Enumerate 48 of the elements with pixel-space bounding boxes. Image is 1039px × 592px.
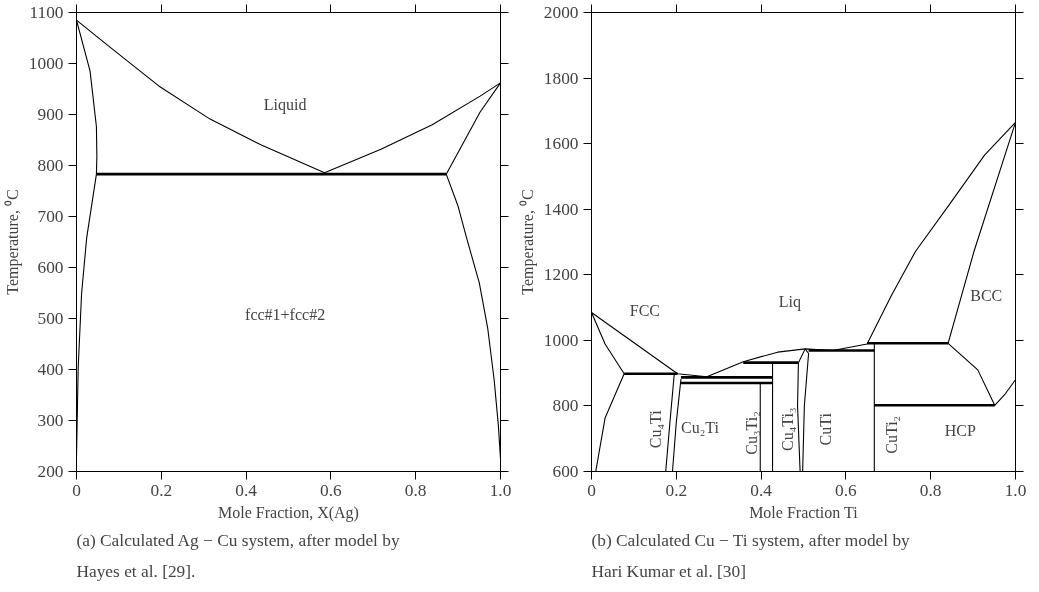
y-tick-label: 500 [37,309,64,328]
x-tick-label: 1.0 [489,480,512,500]
y-tick-label: 1800 [543,68,579,88]
x-tick-label: 0.4 [750,480,773,500]
y-tick-label: 200 [37,462,64,481]
annotation: FCC [629,302,661,320]
annotation: Liquid [263,95,307,114]
x-tick-label: 0.2 [150,480,173,500]
annotation: fcc#1+fcc#2 [245,305,326,323]
x-tick-label: 0.6 [835,480,858,500]
x-tick-label: 0 [587,480,596,500]
annotation: BCC [970,286,1003,304]
x-tick-label: 1.0 [1004,480,1027,500]
y-tick-label: 700 [37,207,64,226]
y-axis-title: Temperature, ⁰C [518,189,537,295]
annotation: CuTi [817,412,835,446]
y-tick-label: 2000 [543,3,579,22]
y-tick-label: 400 [37,360,64,379]
y-tick-label: 900 [37,105,64,124]
y-tick-label: 300 [37,411,64,430]
annotation: CuTi₂ [882,415,900,454]
text: (b) Calculated Cu − Ti system, after model by Hari Kumar et al. [30] [591,530,911,581]
x-tick-label: 0.8 [919,480,942,500]
y-tick-label: 1100 [29,3,64,22]
y-tick-label: 800 [552,396,579,416]
x-tick-label: 0.6 [320,480,343,500]
annotation: Cu₄Ti [646,409,664,449]
annotation: Liq [778,292,802,311]
y-tick-label: 1600 [543,134,579,154]
annotation: Cu₂Ti [681,418,720,436]
y-tick-label: 1400 [543,199,579,219]
annotation: HCP [944,422,977,440]
annotation: Cu₄Ti₃ [779,407,797,452]
x-tick-label: 0.2 [665,480,688,500]
x-axis-title: Mole Fraction Ti [749,503,859,521]
y-axis-title: Temperature, ⁰C [3,189,22,295]
y-tick-label: 800 [37,156,64,175]
y-tick-label: 600 [552,462,579,481]
x-tick-label: 0.4 [235,480,258,500]
text: (a) Calculated Ag − Cu system, after model by Hayes et al. [29]. [76,530,400,581]
x-axis-title: Mole Fraction, X(Ag) [218,503,359,522]
y-tick-label: 1000 [28,54,64,73]
y-tick-label: 600 [37,258,64,277]
y-tick-label: 1000 [543,330,579,350]
x-tick-label: 0.8 [404,480,427,500]
x-tick-label: 0 [72,480,81,500]
y-tick-label: 1200 [543,265,579,285]
annotation: Cu₃Ti₂ [743,411,761,455]
